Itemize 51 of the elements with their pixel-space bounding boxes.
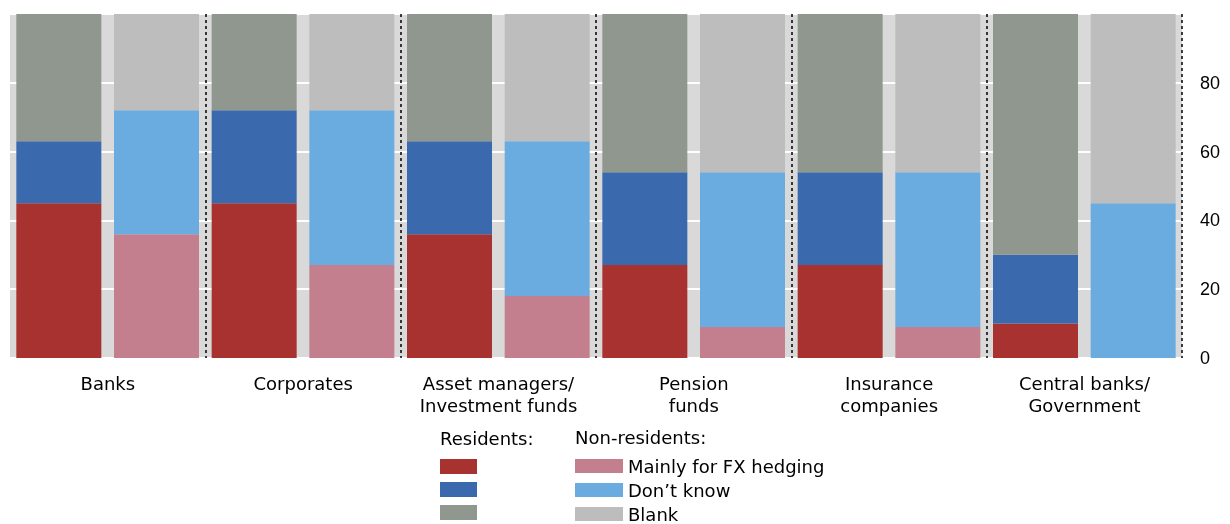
bar — [16, 203, 102, 358]
legend-label: Blank — [628, 503, 679, 524]
bar — [700, 327, 785, 358]
text: Residents: — [440, 428, 534, 449]
bar — [16, 14, 102, 142]
bar — [407, 141, 492, 235]
bar — [895, 327, 981, 358]
y-tick-label: 60 — [1200, 141, 1221, 162]
x-tick-label: Banks — [80, 372, 136, 394]
bar — [895, 172, 981, 328]
bar — [797, 14, 883, 173]
legend-label: Don’t know — [628, 479, 731, 501]
bar — [504, 296, 590, 358]
y-tick-label: 20 — [1200, 279, 1221, 300]
bar — [895, 14, 981, 173]
bar — [993, 254, 1078, 324]
x-tick-label: Corporates — [253, 372, 353, 394]
bar — [407, 234, 492, 358]
bar — [700, 172, 785, 328]
bar — [211, 203, 297, 358]
bar — [114, 234, 199, 358]
bar — [309, 110, 395, 266]
bar — [309, 14, 395, 111]
bar — [602, 265, 688, 358]
bar — [602, 172, 688, 266]
bar — [602, 14, 688, 173]
bar — [993, 323, 1078, 358]
y-tick-label: 0 — [1200, 348, 1211, 368]
x-tick-label: Asset managers/ Investment funds — [419, 372, 578, 416]
x-tick-label: Pension funds — [659, 372, 729, 416]
bar — [797, 265, 883, 358]
x-tick-label: Central banks/ Government — [1019, 372, 1151, 416]
bar — [114, 14, 199, 111]
bar — [504, 141, 590, 297]
bar — [504, 14, 590, 142]
bar — [211, 110, 297, 204]
bar — [16, 141, 102, 204]
y-tick-label: 80 — [1200, 72, 1221, 93]
legend-title: Non-residents: — [575, 426, 707, 448]
x-tick-label: Insurance companies — [840, 372, 939, 416]
bar — [700, 14, 785, 173]
bar — [309, 265, 395, 358]
bar — [407, 14, 492, 142]
legend-label: Mainly for FX hedging — [628, 455, 825, 477]
bar — [1090, 203, 1176, 358]
bar — [211, 14, 297, 111]
bar — [797, 172, 883, 266]
bar — [114, 110, 199, 235]
y-tick-label: 40 — [1200, 210, 1221, 231]
bar — [993, 14, 1078, 255]
bar — [1090, 14, 1176, 204]
